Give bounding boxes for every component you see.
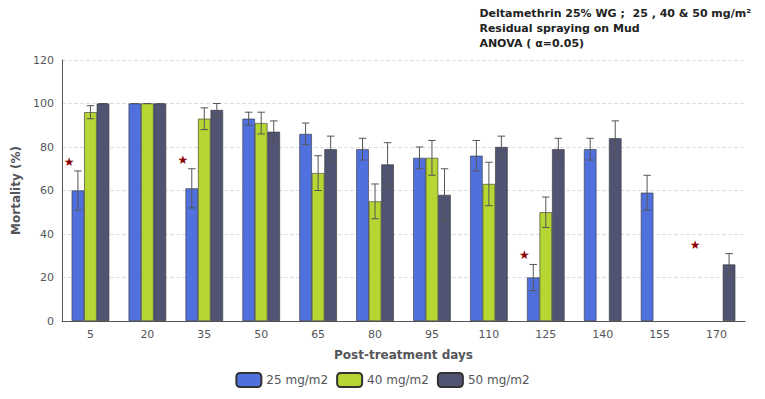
svg-text:25 mg/m2: 25 mg/m2 [266, 373, 328, 387]
svg-text:★: ★ [690, 238, 701, 252]
svg-text:155: 155 [649, 328, 670, 341]
svg-text:120: 120 [33, 54, 54, 67]
svg-text:★: ★ [178, 153, 189, 167]
svg-text:5: 5 [87, 328, 94, 341]
svg-text:40: 40 [40, 228, 54, 241]
svg-text:20: 20 [40, 271, 54, 284]
svg-text:80: 80 [40, 141, 54, 154]
svg-text:0: 0 [47, 315, 54, 328]
svg-text:35: 35 [197, 328, 211, 341]
svg-text:Post-treatment days: Post-treatment days [334, 348, 473, 362]
svg-text:50 mg/m2: 50 mg/m2 [468, 373, 530, 387]
svg-text:125: 125 [535, 328, 556, 341]
svg-text:65: 65 [311, 328, 325, 341]
svg-text:60: 60 [40, 184, 54, 197]
svg-text:80: 80 [368, 328, 382, 341]
svg-text:100: 100 [33, 97, 54, 110]
svg-text:★: ★ [519, 248, 530, 262]
svg-text:40 mg/m2: 40 mg/m2 [367, 373, 429, 387]
svg-text:★: ★ [64, 155, 75, 169]
svg-text:140: 140 [592, 328, 613, 341]
svg-text:110: 110 [478, 328, 499, 341]
svg-text:95: 95 [425, 328, 439, 341]
svg-text:Deltamethrin 25% WG ; 25 , 40: Deltamethrin 25% WG ; 25 , 40 & 50 mg/m² [479, 7, 751, 20]
svg-text:ANOVA ( α=0.05): ANOVA ( α=0.05) [479, 37, 584, 50]
svg-text:170: 170 [706, 328, 727, 341]
svg-text:Mortality (%): Mortality (%) [9, 146, 23, 235]
svg-text:Residual spraying on Mud: Residual spraying on Mud [479, 22, 639, 35]
svg-text:50: 50 [254, 328, 268, 341]
svg-text:20: 20 [140, 328, 154, 341]
